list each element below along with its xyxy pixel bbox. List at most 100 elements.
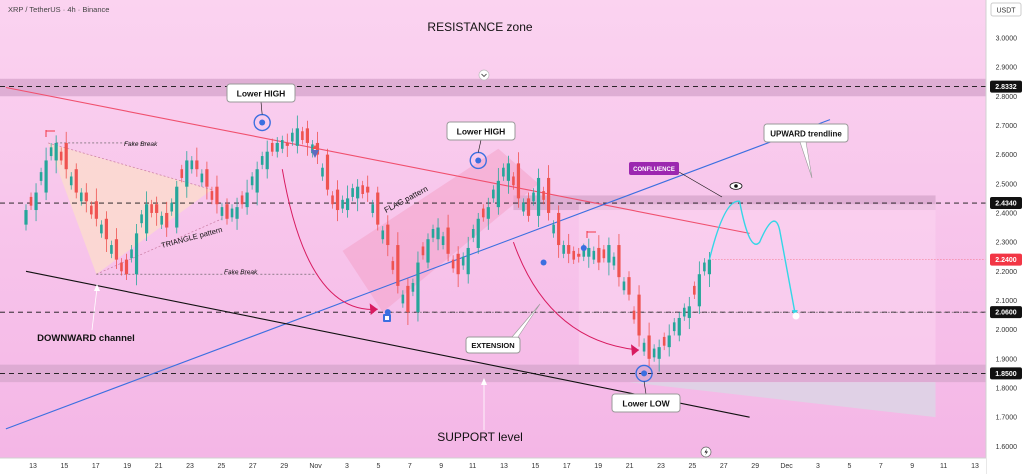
candle (587, 238, 596, 268)
candle-body (280, 140, 284, 149)
scroll-down-icon[interactable] (478, 69, 490, 81)
candle (205, 161, 214, 205)
lower-low-badge (611, 393, 681, 413)
candle-body (687, 306, 691, 318)
candle-body (431, 229, 435, 238)
candle-body (386, 224, 390, 246)
candle-body (295, 128, 299, 146)
candle-body (59, 151, 63, 161)
bookmark-icon (383, 314, 391, 322)
candle-body (130, 249, 133, 259)
candle (667, 317, 676, 357)
x-tick-label: 19 (123, 463, 131, 470)
candle-body (567, 245, 571, 254)
marker-dot (475, 157, 482, 164)
candle-body (617, 245, 621, 278)
channel-pointer (91, 287, 98, 331)
zone-resistance (0, 78, 986, 97)
price-axis[interactable] (986, 0, 1024, 474)
lower-high-label-1: Lower HIGH (237, 89, 286, 99)
price-tag-2.4340: 2.4340 (990, 197, 1022, 210)
candle-body (331, 195, 334, 205)
candle (496, 163, 505, 215)
candle-body (180, 169, 184, 178)
patterns-layer (48, 142, 539, 313)
trendline-touch-3 (580, 244, 587, 251)
price-tag-text: 2.4340 (995, 201, 1017, 208)
x-tick-label: 21 (626, 463, 634, 470)
candle-body (69, 176, 73, 186)
candle (84, 183, 93, 219)
candle (64, 131, 73, 190)
candle (74, 163, 83, 206)
time-axis[interactable] (0, 458, 986, 474)
candle (697, 258, 706, 314)
candle-body (436, 227, 440, 240)
candle-body (74, 169, 78, 193)
x-tick-label: Dec (780, 463, 793, 470)
candle-body (240, 195, 244, 205)
channel-pointer-head (94, 284, 100, 291)
candle-body (471, 229, 475, 238)
arrow-lower-high-to-flag (281, 169, 378, 310)
candle-body (532, 192, 535, 202)
candles-layer (24, 115, 711, 372)
candle (607, 237, 616, 276)
candle-body (562, 245, 565, 254)
x-tick-label: 17 (92, 463, 100, 470)
candle (687, 281, 696, 330)
x-tick-label: 25 (689, 463, 697, 470)
downward-channel-label: DOWNWARD channel (37, 333, 135, 344)
candle-body (486, 207, 490, 219)
candle-body (185, 160, 189, 187)
triangle-upper-edge (48, 142, 213, 190)
y-tick-labels: 3.0000 2.9000 2.8000 2.7000 2.6000 2.5000 2.40… (996, 35, 1018, 450)
candle-body (587, 247, 591, 257)
candle-body (582, 247, 586, 257)
price-tag-box (990, 367, 1022, 380)
x-tick-label: 21 (155, 463, 163, 470)
candle-body (361, 185, 364, 194)
candle-body (502, 167, 505, 177)
x-tick-label: 5 (847, 463, 851, 470)
candle-body (160, 215, 163, 225)
candle-body (547, 177, 551, 213)
candle-body (451, 259, 455, 269)
candle (677, 303, 686, 342)
candle-body (557, 212, 561, 246)
x-tick-label: 17 (563, 463, 571, 470)
price-tag-box (990, 80, 1022, 93)
candle (506, 155, 515, 194)
candle-body (627, 277, 631, 295)
y-tick-label: 1.6000 (996, 444, 1018, 451)
candle-body (29, 196, 33, 206)
candle-body (697, 274, 701, 307)
candle-body (230, 208, 234, 218)
candle-body (526, 198, 531, 216)
triangle-pattern-fill (48, 142, 212, 275)
candle-body (39, 172, 43, 181)
candle (44, 142, 53, 201)
candle (275, 135, 284, 158)
candle (285, 128, 294, 157)
confluence-badge (629, 162, 679, 175)
candle-body (672, 322, 676, 332)
x-tick-label: 11 (469, 463, 476, 470)
currency-button[interactable] (990, 2, 1022, 17)
candle-body (652, 348, 656, 358)
candle (466, 224, 475, 284)
candle-body (291, 132, 294, 142)
x-tick-label: 7 (879, 463, 883, 470)
candle (426, 224, 435, 269)
lightning-icon[interactable] (700, 446, 712, 458)
fake-break-top-label: Fake Break (124, 141, 158, 148)
candle-body (622, 281, 626, 291)
candle (165, 198, 174, 237)
candle-body (496, 180, 500, 208)
x-tick-label: 25 (218, 463, 226, 470)
candle-body (145, 204, 149, 234)
lower-low-label: Lower LOW (622, 399, 670, 409)
lower-low-pointer (643, 381, 647, 395)
